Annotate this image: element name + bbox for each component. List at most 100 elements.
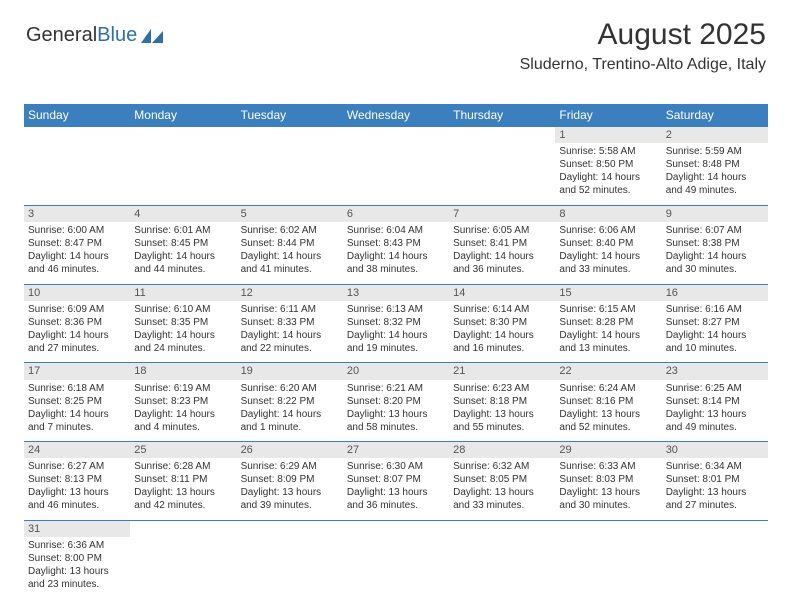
day-number-cell: 14 — [449, 284, 555, 301]
day-detail-cell: Sunrise: 6:10 AMSunset: 8:35 PMDaylight:… — [130, 301, 236, 363]
sunset-text: Sunset: 8:16 PM — [559, 395, 657, 408]
sunrise-text: Sunrise: 6:05 AM — [453, 224, 551, 237]
day-number-cell: 15 — [555, 284, 661, 301]
sunrise-text: Sunrise: 6:14 AM — [453, 303, 551, 316]
day-detail-cell: Sunrise: 6:15 AMSunset: 8:28 PMDaylight:… — [555, 301, 661, 363]
sunset-text: Sunset: 8:00 PM — [28, 552, 126, 565]
day-number-cell: 11 — [130, 284, 236, 301]
sunset-text: Sunset: 8:23 PM — [134, 395, 232, 408]
day-detail-cell — [237, 143, 343, 205]
daylight-text: Daylight: 14 hours and 44 minutes. — [134, 250, 232, 276]
sunset-text: Sunset: 8:22 PM — [241, 395, 339, 408]
day-number-cell: 9 — [662, 205, 768, 222]
sunset-text: Sunset: 8:48 PM — [666, 158, 764, 171]
daylight-text: Daylight: 14 hours and 33 minutes. — [559, 250, 657, 276]
daylight-text: Daylight: 14 hours and 13 minutes. — [559, 329, 657, 355]
sunrise-text: Sunrise: 6:07 AM — [666, 224, 764, 237]
daylight-text: Daylight: 14 hours and 24 minutes. — [134, 329, 232, 355]
sunset-text: Sunset: 8:50 PM — [559, 158, 657, 171]
day-detail-cell: Sunrise: 6:25 AMSunset: 8:14 PMDaylight:… — [662, 380, 768, 442]
sunrise-text: Sunrise: 5:59 AM — [666, 145, 764, 158]
day-number-cell: 20 — [343, 363, 449, 380]
sunset-text: Sunset: 8:14 PM — [666, 395, 764, 408]
week-daynum-row: 12 — [24, 127, 768, 144]
daylight-text: Daylight: 13 hours and 39 minutes. — [241, 486, 339, 512]
week-detail-row: Sunrise: 6:36 AMSunset: 8:00 PMDaylight:… — [24, 537, 768, 599]
week-detail-row: Sunrise: 6:09 AMSunset: 8:36 PMDaylight:… — [24, 301, 768, 363]
sunset-text: Sunset: 8:30 PM — [453, 316, 551, 329]
daylight-text: Daylight: 13 hours and 58 minutes. — [347, 408, 445, 434]
calendar-header-row: SundayMondayTuesdayWednesdayThursdayFrid… — [24, 104, 768, 127]
day-number-cell: 17 — [24, 363, 130, 380]
day-detail-cell — [130, 143, 236, 205]
page-header: August 2025 Sluderno, Trentino-Alto Adig… — [520, 18, 766, 74]
day-detail-cell — [449, 143, 555, 205]
week-daynum-row: 24252627282930 — [24, 442, 768, 459]
column-header: Tuesday — [237, 104, 343, 127]
daylight-text: Daylight: 14 hours and 16 minutes. — [453, 329, 551, 355]
day-detail-cell: Sunrise: 6:02 AMSunset: 8:44 PMDaylight:… — [237, 222, 343, 284]
sunrise-text: Sunrise: 6:15 AM — [559, 303, 657, 316]
day-detail-cell: Sunrise: 6:23 AMSunset: 8:18 PMDaylight:… — [449, 380, 555, 442]
sunrise-text: Sunrise: 6:20 AM — [241, 382, 339, 395]
day-number-cell: 5 — [237, 205, 343, 222]
daylight-text: Daylight: 14 hours and 36 minutes. — [453, 250, 551, 276]
day-number-cell: 29 — [555, 442, 661, 459]
day-detail-cell: Sunrise: 5:59 AMSunset: 8:48 PMDaylight:… — [662, 143, 768, 205]
daylight-text: Daylight: 14 hours and 30 minutes. — [666, 250, 764, 276]
sunset-text: Sunset: 8:36 PM — [28, 316, 126, 329]
column-header: Saturday — [662, 104, 768, 127]
day-number-cell: 10 — [24, 284, 130, 301]
daylight-text: Daylight: 13 hours and 33 minutes. — [453, 486, 551, 512]
daylight-text: Daylight: 14 hours and 46 minutes. — [28, 250, 126, 276]
week-detail-row: Sunrise: 6:00 AMSunset: 8:47 PMDaylight:… — [24, 222, 768, 284]
day-number-cell: 31 — [24, 520, 130, 537]
daylight-text: Daylight: 14 hours and 49 minutes. — [666, 171, 764, 197]
day-detail-cell: Sunrise: 6:14 AMSunset: 8:30 PMDaylight:… — [449, 301, 555, 363]
daylight-text: Daylight: 14 hours and 19 minutes. — [347, 329, 445, 355]
day-detail-cell: Sunrise: 5:58 AMSunset: 8:50 PMDaylight:… — [555, 143, 661, 205]
day-number-cell: 21 — [449, 363, 555, 380]
day-detail-cell — [343, 537, 449, 599]
daylight-text: Daylight: 13 hours and 23 minutes. — [28, 565, 126, 591]
day-number-cell: 30 — [662, 442, 768, 459]
sunset-text: Sunset: 8:47 PM — [28, 237, 126, 250]
day-detail-cell: Sunrise: 6:16 AMSunset: 8:27 PMDaylight:… — [662, 301, 768, 363]
day-number-cell — [662, 520, 768, 537]
day-detail-cell: Sunrise: 6:27 AMSunset: 8:13 PMDaylight:… — [24, 458, 130, 520]
column-header: Friday — [555, 104, 661, 127]
brand-logo: GeneralBlue — [26, 24, 163, 47]
daylight-text: Daylight: 14 hours and 52 minutes. — [559, 171, 657, 197]
day-detail-cell: Sunrise: 6:00 AMSunset: 8:47 PMDaylight:… — [24, 222, 130, 284]
day-detail-cell — [662, 537, 768, 599]
sunset-text: Sunset: 8:32 PM — [347, 316, 445, 329]
sunrise-text: Sunrise: 6:21 AM — [347, 382, 445, 395]
day-detail-cell: Sunrise: 6:11 AMSunset: 8:33 PMDaylight:… — [237, 301, 343, 363]
calendar-table: SundayMondayTuesdayWednesdayThursdayFrid… — [24, 104, 768, 599]
day-detail-cell: Sunrise: 6:06 AMSunset: 8:40 PMDaylight:… — [555, 222, 661, 284]
sunrise-text: Sunrise: 6:29 AM — [241, 460, 339, 473]
sunset-text: Sunset: 8:40 PM — [559, 237, 657, 250]
sail-icon — [141, 29, 163, 43]
sunset-text: Sunset: 8:27 PM — [666, 316, 764, 329]
day-number-cell: 4 — [130, 205, 236, 222]
day-detail-cell: Sunrise: 6:30 AMSunset: 8:07 PMDaylight:… — [343, 458, 449, 520]
sunrise-text: Sunrise: 6:04 AM — [347, 224, 445, 237]
day-number-cell: 22 — [555, 363, 661, 380]
sunset-text: Sunset: 8:45 PM — [134, 237, 232, 250]
day-detail-cell: Sunrise: 6:04 AMSunset: 8:43 PMDaylight:… — [343, 222, 449, 284]
day-number-cell — [24, 127, 130, 144]
sunset-text: Sunset: 8:44 PM — [241, 237, 339, 250]
day-detail-cell: Sunrise: 6:32 AMSunset: 8:05 PMDaylight:… — [449, 458, 555, 520]
day-detail-cell: Sunrise: 6:09 AMSunset: 8:36 PMDaylight:… — [24, 301, 130, 363]
sunset-text: Sunset: 8:09 PM — [241, 473, 339, 486]
sunrise-text: Sunrise: 5:58 AM — [559, 145, 657, 158]
sunrise-text: Sunrise: 6:34 AM — [666, 460, 764, 473]
brand-blue: Blue — [97, 24, 137, 47]
daylight-text: Daylight: 13 hours and 42 minutes. — [134, 486, 232, 512]
sunrise-text: Sunrise: 6:10 AM — [134, 303, 232, 316]
sunset-text: Sunset: 8:35 PM — [134, 316, 232, 329]
day-detail-cell — [449, 537, 555, 599]
sunrise-text: Sunrise: 6:19 AM — [134, 382, 232, 395]
day-number-cell — [343, 127, 449, 144]
